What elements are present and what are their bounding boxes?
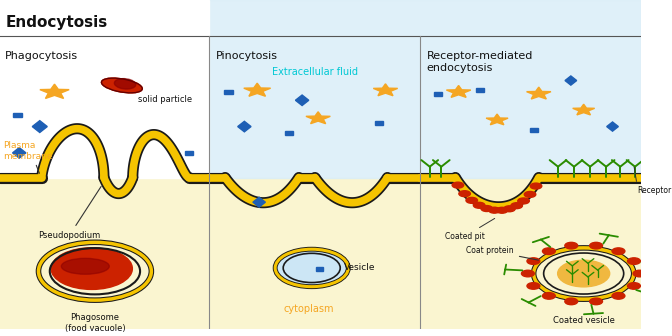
Circle shape — [473, 202, 485, 208]
Circle shape — [612, 293, 625, 299]
Circle shape — [589, 298, 603, 305]
Circle shape — [524, 192, 536, 197]
Circle shape — [527, 283, 540, 289]
Bar — [434, 92, 442, 96]
Polygon shape — [565, 76, 577, 85]
Bar — [224, 90, 233, 94]
Circle shape — [589, 242, 603, 249]
Circle shape — [628, 258, 640, 264]
Text: Receptor-mediated
endocytosis: Receptor-mediated endocytosis — [427, 51, 533, 73]
Text: Coated vesicle: Coated vesicle — [553, 316, 615, 325]
Polygon shape — [446, 85, 471, 97]
Bar — [375, 121, 383, 125]
Polygon shape — [527, 87, 551, 99]
Bar — [316, 267, 323, 271]
Circle shape — [51, 248, 132, 289]
Circle shape — [565, 242, 578, 249]
Circle shape — [481, 206, 493, 211]
Circle shape — [527, 258, 540, 264]
Circle shape — [542, 248, 555, 254]
Text: Vesicle: Vesicle — [344, 263, 375, 272]
Polygon shape — [244, 83, 271, 96]
Circle shape — [504, 206, 515, 212]
Polygon shape — [32, 121, 47, 132]
Text: Coated pit: Coated pit — [445, 218, 495, 241]
Bar — [476, 88, 484, 92]
Circle shape — [496, 207, 508, 213]
Polygon shape — [238, 121, 251, 132]
Circle shape — [530, 183, 542, 189]
Bar — [209, 0, 641, 177]
Circle shape — [275, 249, 348, 287]
Circle shape — [565, 298, 578, 305]
Circle shape — [612, 248, 625, 254]
Text: Pseudopodium: Pseudopodium — [38, 186, 101, 240]
Circle shape — [633, 270, 646, 277]
Ellipse shape — [101, 78, 142, 93]
Text: cytoplasm: cytoplasm — [284, 304, 334, 314]
Bar — [185, 151, 194, 155]
Polygon shape — [296, 95, 308, 106]
Ellipse shape — [61, 258, 110, 274]
Circle shape — [489, 207, 500, 213]
Bar — [530, 128, 538, 132]
Text: Coat protein: Coat protein — [466, 246, 538, 260]
Polygon shape — [13, 148, 26, 158]
Text: Plasma
membrane: Plasma membrane — [3, 141, 52, 161]
Bar — [0, 0, 209, 177]
Text: Receptor: Receptor — [637, 186, 671, 195]
Bar — [0, 177, 641, 329]
Polygon shape — [253, 197, 265, 207]
Text: Extracellular fluid: Extracellular fluid — [271, 68, 358, 77]
Polygon shape — [306, 112, 331, 124]
Polygon shape — [486, 114, 508, 125]
Circle shape — [466, 197, 478, 203]
Text: solid particle: solid particle — [138, 95, 192, 104]
Circle shape — [511, 203, 522, 209]
Ellipse shape — [114, 79, 136, 89]
Circle shape — [518, 198, 530, 204]
Polygon shape — [607, 122, 618, 131]
Circle shape — [558, 260, 610, 287]
Circle shape — [542, 293, 555, 299]
Polygon shape — [40, 84, 69, 98]
Text: Pinocytosis: Pinocytosis — [216, 51, 278, 61]
Text: Endocytosis: Endocytosis — [5, 15, 108, 30]
Text: Phagocytosis: Phagocytosis — [5, 51, 78, 61]
Bar — [13, 113, 22, 117]
Circle shape — [452, 182, 464, 188]
Bar — [285, 131, 294, 135]
Circle shape — [521, 270, 534, 277]
Polygon shape — [373, 84, 398, 96]
Text: Phagosome
(food vacuole): Phagosome (food vacuole) — [65, 313, 125, 333]
Circle shape — [459, 191, 470, 197]
Circle shape — [628, 283, 640, 289]
Polygon shape — [573, 104, 595, 115]
